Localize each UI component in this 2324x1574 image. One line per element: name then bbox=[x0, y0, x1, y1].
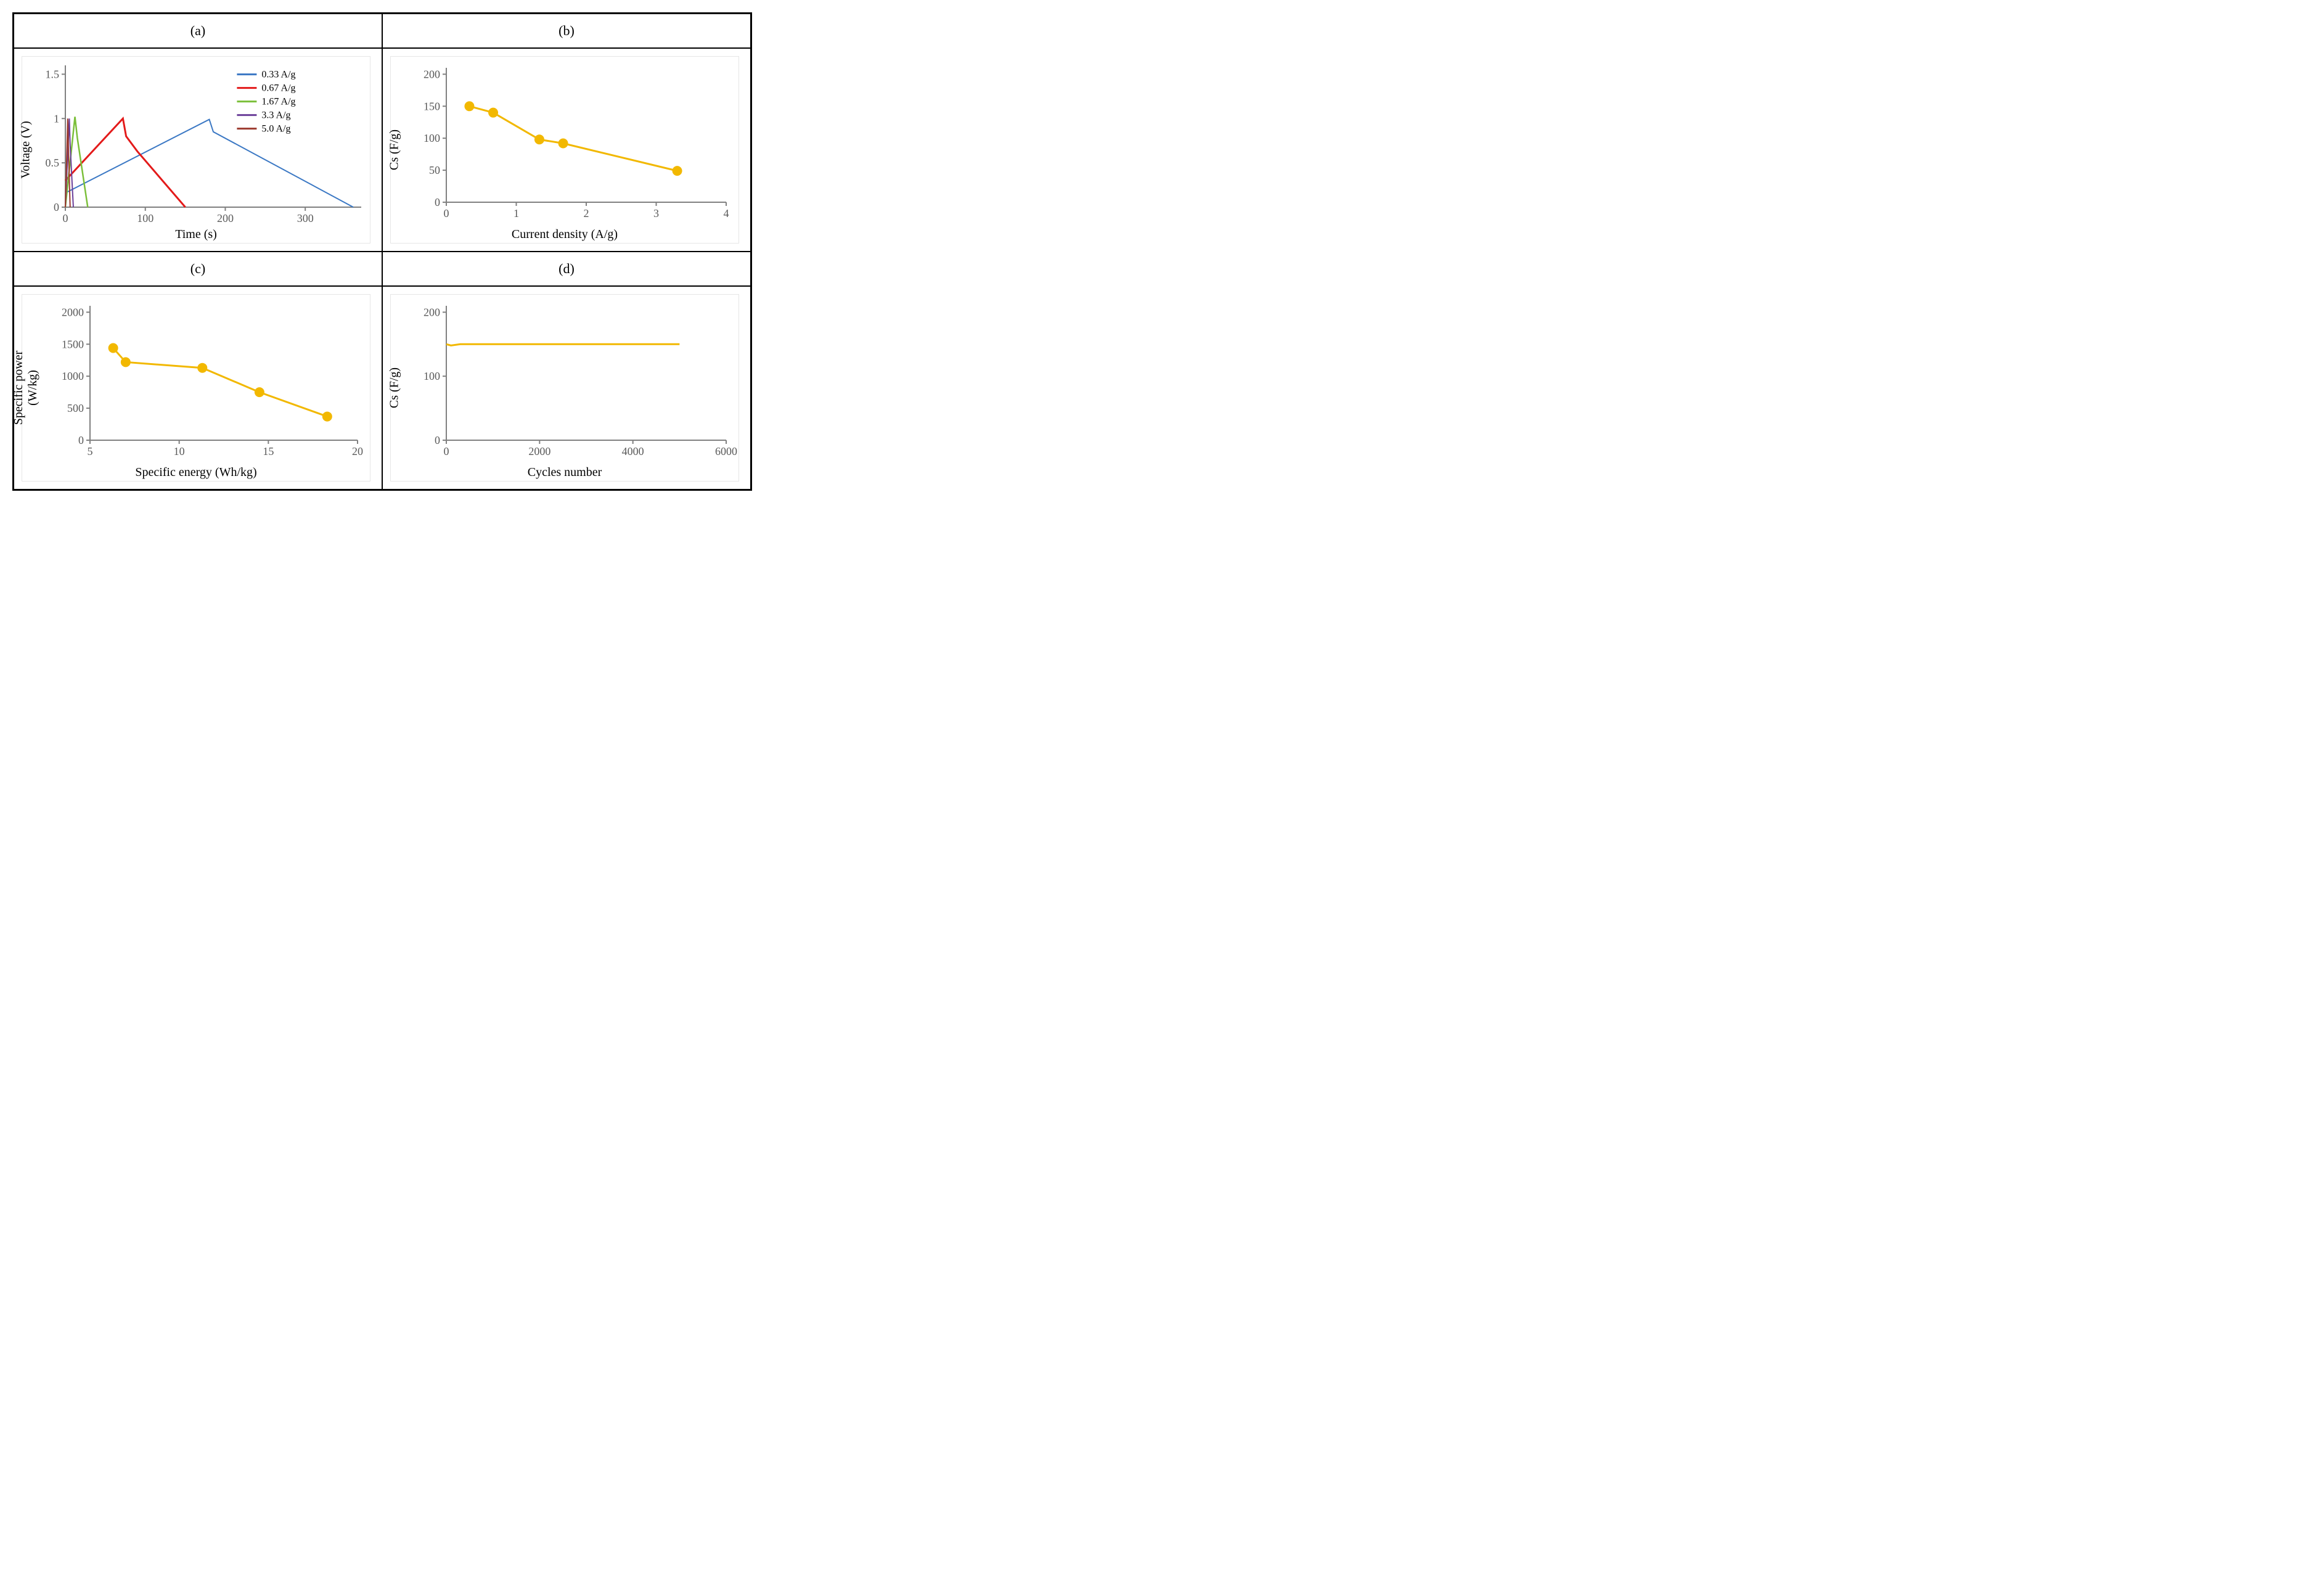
svg-text:0: 0 bbox=[54, 201, 59, 213]
svg-text:0: 0 bbox=[435, 196, 440, 208]
svg-text:0.5: 0.5 bbox=[46, 157, 60, 169]
svg-text:0.67 A/g: 0.67 A/g bbox=[261, 83, 295, 94]
svg-text:150: 150 bbox=[423, 100, 440, 112]
svg-text:3: 3 bbox=[653, 207, 659, 219]
svg-text:0.33 A/g: 0.33 A/g bbox=[261, 70, 295, 80]
svg-text:1000: 1000 bbox=[62, 370, 84, 382]
svg-text:1: 1 bbox=[54, 112, 59, 125]
x-axis-title: Specific energy (Wh/kg) bbox=[135, 465, 256, 480]
svg-text:3.3 A/g: 3.3 A/g bbox=[261, 110, 290, 121]
svg-text:1500: 1500 bbox=[62, 338, 84, 350]
svg-text:200: 200 bbox=[217, 212, 234, 224]
svg-text:100: 100 bbox=[423, 132, 440, 144]
chart-b-cell: 0 1 2 3 4 0 50 100 150 200 Cs (F/g) Current densi… bbox=[382, 48, 751, 252]
svg-text:5.0 A/g: 5.0 A/g bbox=[261, 124, 290, 134]
svg-text:2000: 2000 bbox=[62, 306, 84, 318]
chart-c: 51015200500100015002000 Specific power (… bbox=[22, 294, 370, 482]
y-axis-title: Voltage (V) bbox=[19, 121, 33, 179]
chart-d-cell: 0 2000 4000 6000 0 100 200 Cs (F/g) Cycles num… bbox=[382, 286, 751, 490]
svg-text:50: 50 bbox=[429, 164, 440, 176]
svg-text:4000: 4000 bbox=[622, 445, 644, 457]
svg-text:6000: 6000 bbox=[715, 445, 737, 457]
svg-text:0: 0 bbox=[435, 434, 440, 446]
svg-text:0: 0 bbox=[444, 207, 449, 219]
y-axis-title: Specific power (W/kg) bbox=[12, 351, 40, 425]
svg-text:100: 100 bbox=[137, 212, 153, 224]
x-axis-title: Time (s) bbox=[175, 227, 217, 242]
label-text: (a) bbox=[190, 23, 205, 39]
panel-label-b: (b) bbox=[382, 14, 751, 48]
chart-b: 0 1 2 3 4 0 50 100 150 200 Cs (F/g) Current densi… bbox=[390, 56, 739, 244]
x-axis-title: Current density (A/g) bbox=[512, 227, 618, 242]
svg-text:15: 15 bbox=[263, 445, 274, 457]
svg-text:300: 300 bbox=[297, 212, 314, 224]
label-text: (b) bbox=[558, 23, 575, 39]
svg-text:1: 1 bbox=[513, 207, 519, 219]
svg-text:5: 5 bbox=[88, 445, 93, 457]
figure-grid: (a) (b) 010020030000.511.50.33 A/g0.67 A… bbox=[12, 12, 752, 491]
svg-text:2000: 2000 bbox=[528, 445, 550, 457]
svg-text:200: 200 bbox=[423, 306, 440, 318]
y-axis-title: Cs (F/g) bbox=[388, 129, 402, 170]
chart-d: 0 2000 4000 6000 0 100 200 Cs (F/g) Cycles num… bbox=[390, 294, 739, 482]
svg-text:0: 0 bbox=[78, 434, 84, 446]
svg-text:1.5: 1.5 bbox=[46, 68, 60, 80]
panel-label-d: (d) bbox=[382, 252, 751, 286]
svg-text:200: 200 bbox=[423, 68, 440, 80]
chart-a-cell: 0 100 200 300 0 0.5 1 1.5 0.33 A/g 0.67 A/g 1.67 A… bbox=[14, 48, 382, 252]
panel-label-c: (c) bbox=[14, 252, 382, 286]
svg-text:0: 0 bbox=[444, 445, 449, 457]
chart-a: 0 100 200 300 0 0.5 1 1.5 0.33 A/g 0.67 A/g 1.67 A… bbox=[22, 56, 370, 244]
panel-label-a: (a) bbox=[14, 14, 382, 48]
svg-text:10: 10 bbox=[174, 445, 185, 457]
svg-text:500: 500 bbox=[67, 402, 84, 414]
svg-text:100: 100 bbox=[423, 370, 440, 382]
chart-c-cell: 5 10 15 20 0 500 1000 1500 2000 Specific power (… bbox=[14, 286, 382, 490]
svg-text:4: 4 bbox=[724, 207, 729, 219]
y-axis-title-line1: Specific power bbox=[12, 351, 25, 425]
x-axis-title: Cycles number bbox=[528, 465, 602, 480]
label-text: (c) bbox=[190, 261, 205, 277]
svg-text:1.67 A/g: 1.67 A/g bbox=[261, 97, 295, 107]
svg-text:2: 2 bbox=[584, 207, 589, 219]
svg-text:0: 0 bbox=[63, 212, 68, 224]
y-axis-title-line2: (W/kg) bbox=[26, 370, 39, 406]
svg-text:20: 20 bbox=[352, 445, 363, 457]
label-text: (d) bbox=[558, 261, 575, 277]
y-axis-title: Cs (F/g) bbox=[388, 367, 402, 408]
